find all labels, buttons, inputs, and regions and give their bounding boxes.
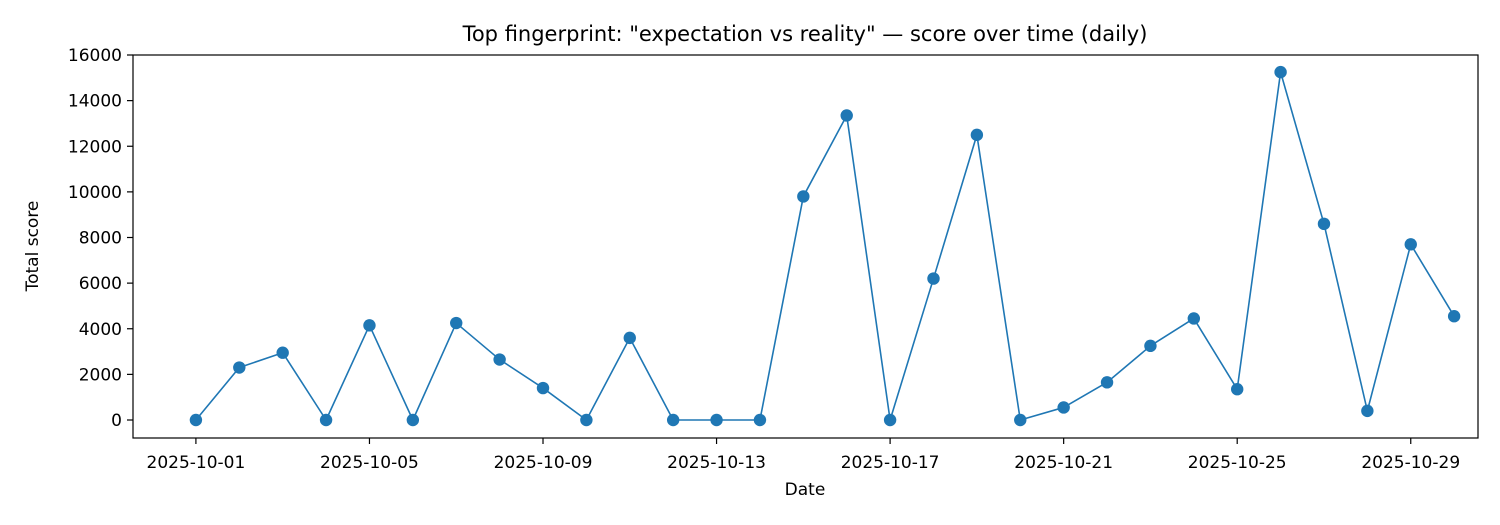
x-tick-label: 2025-10-25 [1188, 453, 1287, 473]
data-point [233, 361, 246, 374]
data-point [623, 331, 636, 345]
data-point [1057, 401, 1070, 414]
data-point [580, 413, 593, 427]
data-point [840, 109, 853, 122]
data-point [1014, 413, 1027, 427]
y-tick-label: 6000 [79, 274, 122, 294]
data-point [276, 346, 289, 359]
data-point [1144, 339, 1157, 353]
data-point [1361, 404, 1374, 418]
data-point [927, 272, 940, 285]
data-point [536, 381, 550, 395]
x-tick-label: 2025-10-13 [667, 453, 766, 473]
x-tick-label: 2025-10-01 [147, 453, 246, 473]
x-tick-label: 2025-10-05 [320, 453, 419, 473]
series-line [195, 71, 1455, 421]
data-point [1100, 376, 1114, 389]
data-point [710, 413, 723, 427]
data-point [1274, 65, 1287, 79]
data-point [883, 413, 897, 427]
data-point [797, 190, 810, 203]
data-point [493, 353, 506, 366]
y-tick-label: 14000 [68, 92, 122, 112]
y-tick-label: 16000 [68, 46, 122, 66]
y-tick-label: 8000 [79, 229, 122, 249]
data-point [1231, 383, 1244, 396]
x-tick-label: 2025-10-17 [841, 453, 940, 473]
data-point [363, 319, 376, 332]
x-tick-label: 2025-10-09 [494, 453, 593, 473]
data-point [1187, 312, 1201, 325]
data-point [1317, 217, 1331, 231]
y-axis-label: Total score [23, 201, 43, 293]
data-point [666, 413, 680, 427]
y-tick-label: 12000 [68, 137, 122, 157]
data-point [1404, 238, 1417, 251]
data-point [450, 316, 463, 330]
x-tick-label: 2025-10-21 [1014, 453, 1113, 473]
y-tick-label: 4000 [79, 320, 122, 340]
x-axis-label: Date [785, 480, 826, 500]
data-point [1447, 310, 1461, 323]
y-tick-label: 10000 [68, 183, 122, 203]
data-point [753, 413, 767, 427]
y-tick-label: 2000 [79, 365, 122, 385]
plot-frame [132, 54, 1479, 439]
data-point [319, 413, 333, 427]
x-tick-label: 2025-10-29 [1361, 453, 1460, 473]
data-point [406, 413, 420, 427]
y-tick-label: 0 [111, 411, 122, 431]
data-point [970, 128, 984, 142]
data-point [189, 413, 203, 427]
chart-title: Top fingerprint: "expectation vs reality… [462, 22, 1148, 46]
